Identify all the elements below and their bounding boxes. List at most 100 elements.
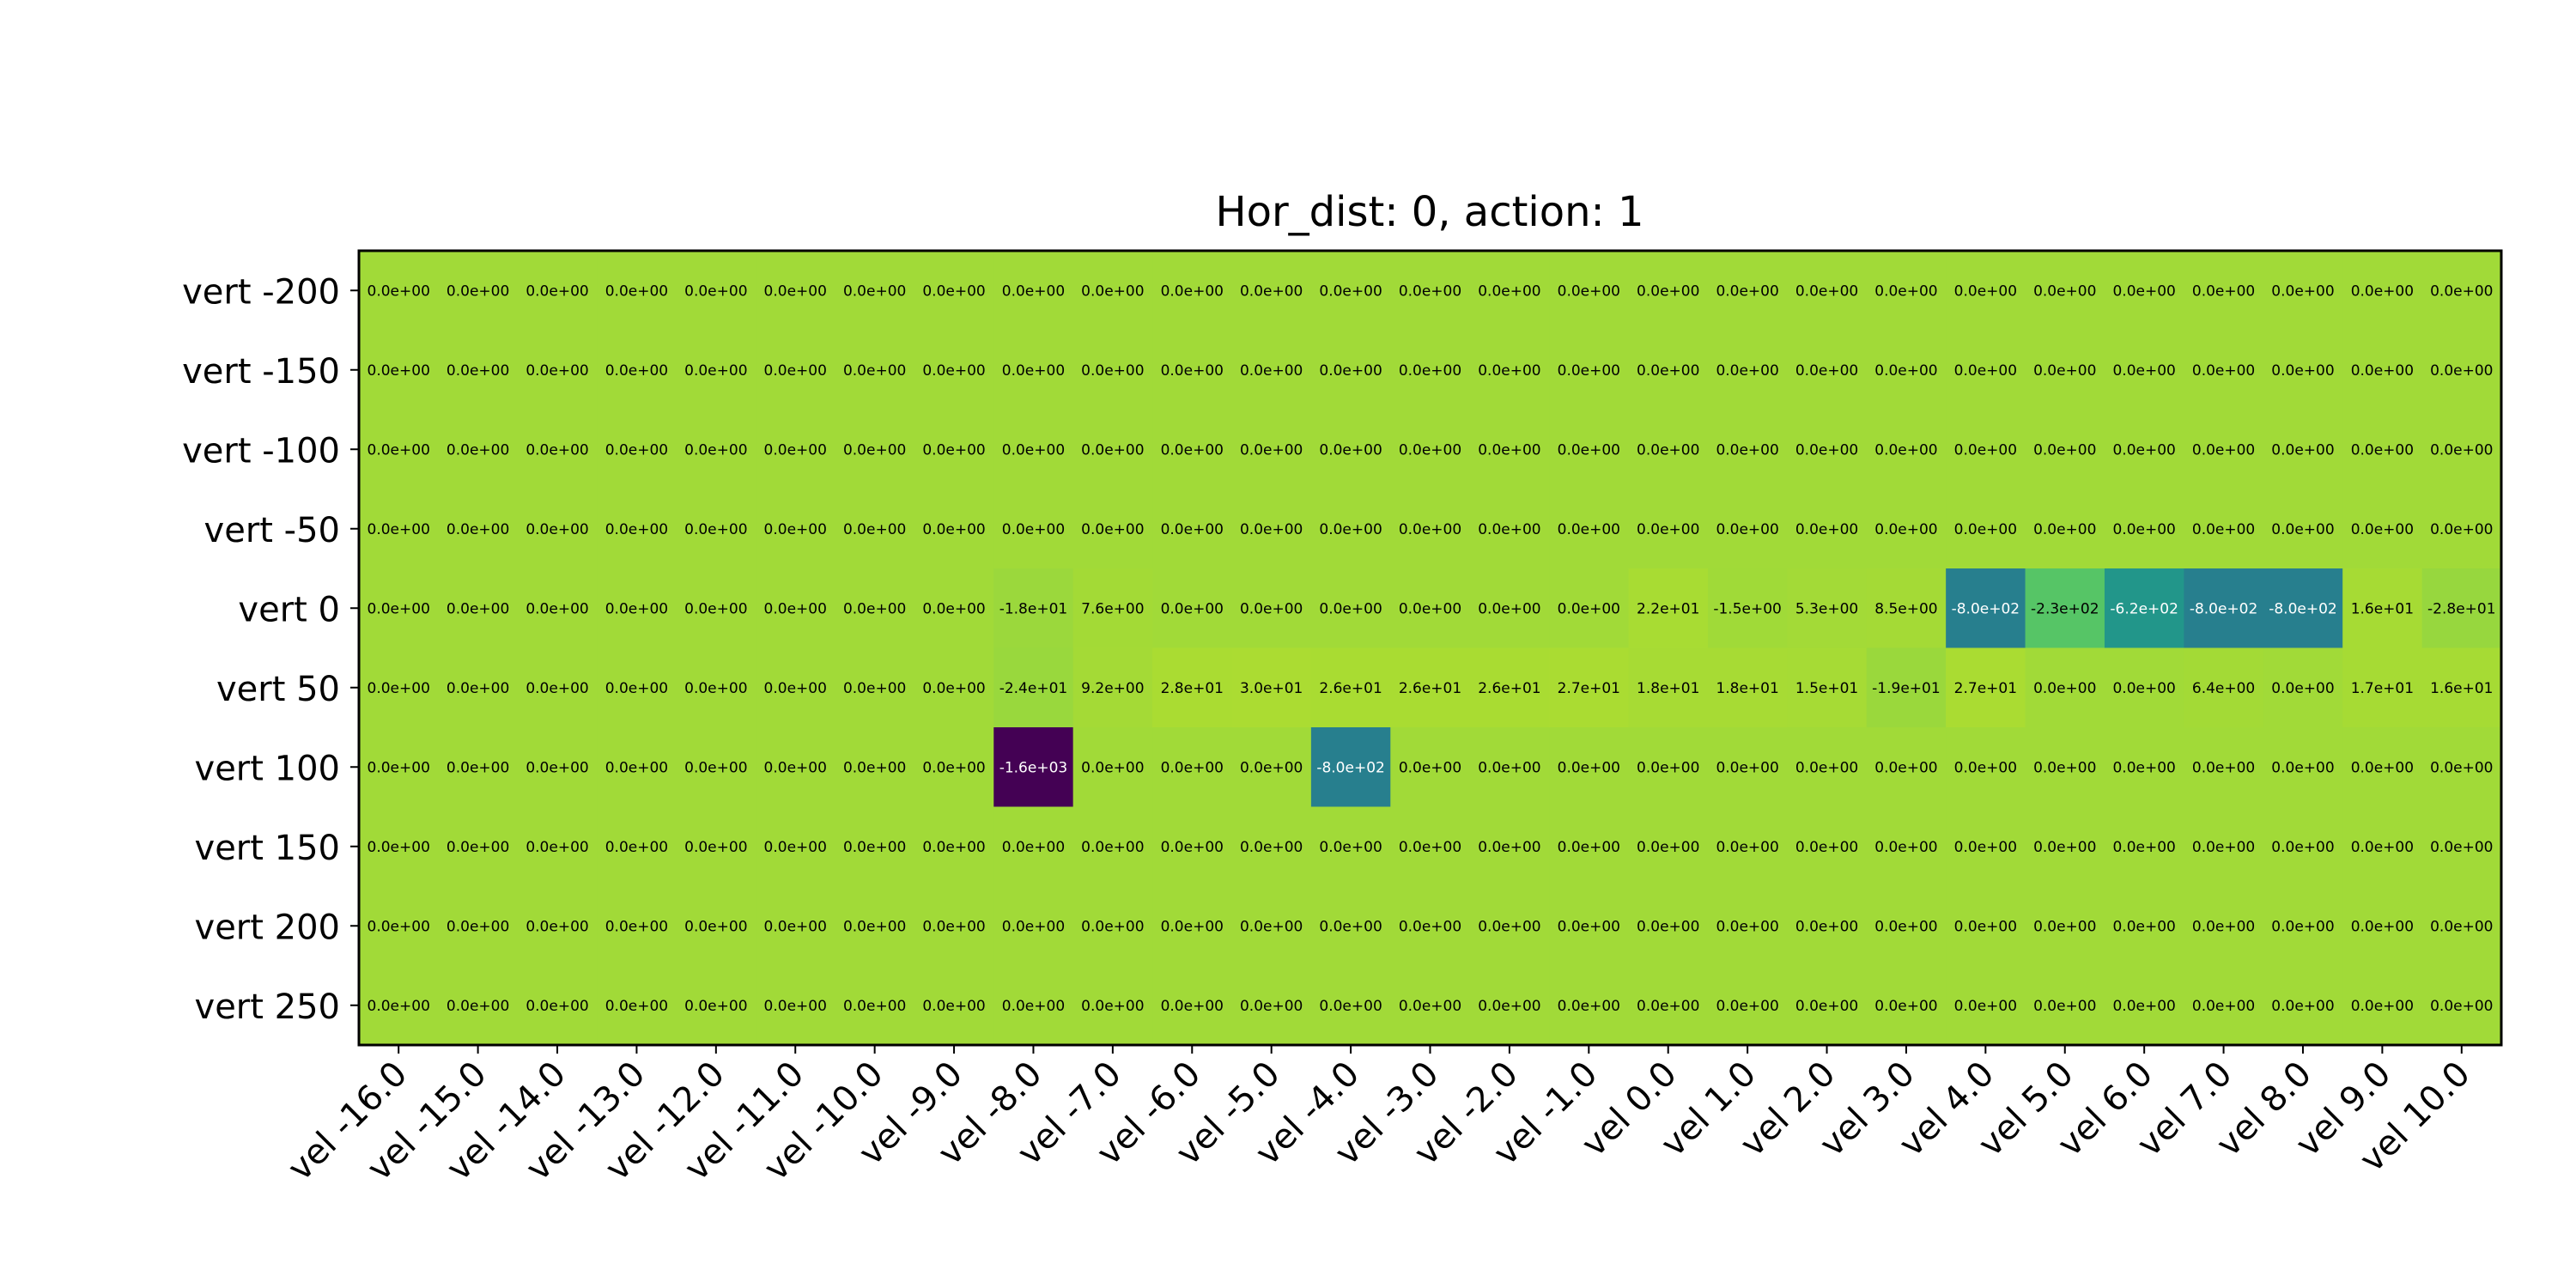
heatmap-cell (1072, 965, 1153, 1046)
heatmap-cell (517, 647, 598, 728)
heatmap-cell (2263, 410, 2343, 490)
heatmap-cell (1390, 806, 1471, 887)
cell-value-label: 0.0e+00 (2033, 283, 2096, 300)
heatmap-cell (1310, 727, 1391, 808)
heatmap-cell (1628, 330, 1709, 410)
cell-value-label: 0.0e+00 (2351, 441, 2414, 459)
heatmap-cell (835, 647, 915, 728)
cell-value-label: 0.0e+00 (1161, 362, 1224, 380)
cell-value-label: 0.0e+00 (605, 441, 668, 459)
cell-value-label: 0.0e+00 (1874, 283, 1937, 300)
heatmap-cell (2184, 886, 2264, 967)
cell-value-label: 0.0e+00 (1478, 521, 1540, 538)
y-tick-label: vert -200 (182, 272, 340, 312)
cell-value-label: 0.0e+00 (1240, 839, 1303, 856)
heatmap-cell (2025, 251, 2105, 331)
heatmap-cell (1231, 568, 1312, 649)
cell-value-label: 0.0e+00 (605, 918, 668, 935)
heatmap-cell (2184, 647, 2264, 728)
heatmap-cell (2104, 568, 2184, 649)
heatmap-cell (359, 727, 440, 808)
cell-value-label: 0.0e+00 (1874, 362, 1937, 380)
heatmap-cell (914, 251, 994, 331)
heatmap-cell (2025, 568, 2105, 649)
heatmap-cell (1866, 410, 1947, 490)
cell-value-label: 0.0e+00 (1399, 600, 1461, 617)
heatmap-cell (1469, 410, 1550, 490)
cell-value-label: 1.7e+01 (2351, 680, 2414, 697)
cell-value-label: 0.0e+00 (1319, 839, 1382, 856)
heatmap-cell (1072, 489, 1153, 569)
heatmap-cell (2104, 251, 2184, 331)
heatmap-cell (1787, 410, 1868, 490)
cell-value-label: 0.0e+00 (1478, 283, 1540, 300)
heatmap-cell (1707, 251, 1788, 331)
y-tick-label: vert 0 (238, 590, 340, 629)
heatmap-cell (835, 806, 915, 887)
heatmap-cell (1787, 647, 1868, 728)
cell-value-label: 0.0e+00 (1081, 283, 1144, 300)
cell-value-label: 0.0e+00 (526, 680, 588, 697)
heatmap-cell (1866, 251, 1947, 331)
cell-value-label: 0.0e+00 (843, 283, 906, 300)
cell-value-label: 5.3e+00 (1795, 600, 1858, 617)
heatmap-cell (359, 806, 440, 887)
heatmap-cell (597, 410, 677, 490)
cell-value-label: 0.0e+00 (843, 998, 906, 1015)
cell-value-label: 2.7e+01 (1558, 680, 1620, 697)
heatmap-cell (993, 330, 1074, 410)
cell-value-label: 0.0e+00 (447, 918, 509, 935)
heatmap-cell (914, 727, 994, 808)
heatmap-cell (1310, 330, 1391, 410)
heatmap-cell (1072, 727, 1153, 808)
heatmap-cell (1628, 647, 1709, 728)
heatmap-cell (2184, 330, 2264, 410)
cell-value-label: -2.8e+01 (2427, 600, 2496, 617)
cell-value-label: 0.0e+00 (1874, 998, 1937, 1015)
cell-value-label: 0.0e+00 (2351, 998, 2414, 1015)
heatmap-cell (1946, 568, 2026, 649)
cell-value-label: 0.0e+00 (2192, 441, 2255, 459)
cell-value-label: 0.0e+00 (1954, 918, 2017, 935)
cell-value-label: 0.0e+00 (1319, 521, 1382, 538)
y-tick-label: vert -50 (204, 511, 340, 550)
cell-value-label: 0.0e+00 (1874, 839, 1937, 856)
heatmap-cell (2421, 489, 2502, 569)
cell-value-label: 0.0e+00 (2112, 839, 2175, 856)
cell-value-label: 0.0e+00 (684, 600, 747, 617)
heatmap-cell (597, 727, 677, 808)
heatmap-cell (1866, 489, 1947, 569)
heatmap-cell (2184, 410, 2264, 490)
heatmap-cell (1549, 251, 1630, 331)
heatmap-cell (1310, 410, 1391, 490)
cell-value-label: 0.0e+00 (1637, 362, 1699, 380)
cell-value-label: 0.0e+00 (1478, 600, 1540, 617)
cell-value-label: 0.0e+00 (1954, 362, 2017, 380)
heatmap-cell (438, 727, 519, 808)
heatmap-cell (517, 568, 598, 649)
heatmap-cell (1469, 886, 1550, 967)
heatmap-cell (2104, 806, 2184, 887)
heatmap-cell (1469, 647, 1550, 728)
heatmap-cell-labels: 0.0e+00 0.0e+00 0.0e+00 0.0e+00 0.0e+00 0.0e+… (368, 283, 2496, 1015)
cell-value-label: 0.0e+00 (1319, 600, 1382, 617)
cell-value-label: 0.0e+00 (922, 759, 985, 776)
heatmap-cell (756, 330, 836, 410)
cell-value-label: 0.0e+00 (2192, 998, 2255, 1015)
cell-value-label: 0.0e+00 (764, 283, 827, 300)
heatmap-cell (914, 806, 994, 887)
heatmap-cell (1707, 806, 1788, 887)
cell-value-label: 0.0e+00 (1240, 600, 1303, 617)
heatmap-cell (2421, 568, 2502, 649)
heatmap-cell (1231, 489, 1312, 569)
cell-value-label: 0.0e+00 (1795, 998, 1858, 1015)
cell-value-label: 0.0e+00 (1558, 600, 1620, 617)
cell-value-label: 0.0e+00 (526, 759, 588, 776)
cell-value-label: 0.0e+00 (526, 600, 588, 617)
y-tick-label: vert -150 (182, 352, 340, 392)
heatmap-cell (1231, 965, 1312, 1046)
cell-value-label: 0.0e+00 (2033, 918, 2096, 935)
cell-value-label: 0.0e+00 (1319, 998, 1382, 1015)
cell-value-label: 0.0e+00 (1874, 441, 1937, 459)
